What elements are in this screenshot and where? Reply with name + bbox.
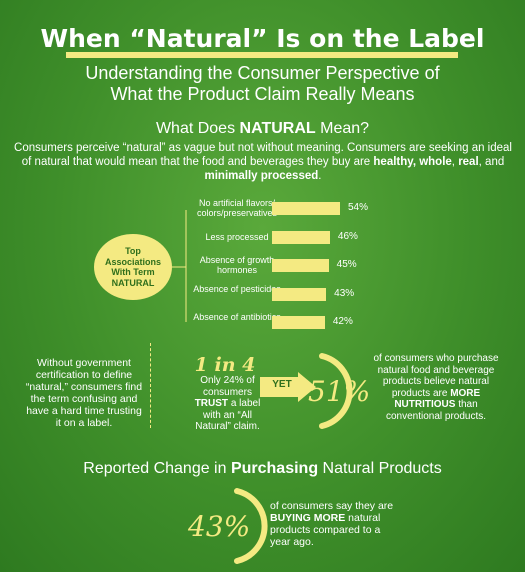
badge-line: Associations xyxy=(104,256,162,267)
section-heading-purchasing: Reported Change in Purchasing Natural Pr… xyxy=(0,460,525,478)
badge-connectors xyxy=(172,210,187,322)
bar xyxy=(272,202,340,215)
trust-text: Only 24% of consumers TRUST a label with… xyxy=(185,375,270,433)
badge-line: With Term xyxy=(111,267,155,277)
heading-text: What Does xyxy=(155,120,240,137)
subtitle-line-1: Understanding the Consumer Perspective o… xyxy=(85,63,440,83)
buying-more-note: of consumers say they are BUYING MORE na… xyxy=(270,500,394,548)
bar-value-label: 43% xyxy=(334,287,355,299)
buying-more-percentage: 43% xyxy=(188,510,251,543)
bar xyxy=(272,287,327,301)
heading-bold: NATURAL xyxy=(239,120,316,137)
title-highlight xyxy=(66,52,458,58)
heading-text: Reported Change in xyxy=(83,460,231,477)
trust-text-bold: TRUST xyxy=(194,398,229,409)
heading-bold: Purchasing xyxy=(230,460,319,477)
nutritious-note: of consumers who purchase natural food a… xyxy=(370,353,502,422)
pct-arc-43 xyxy=(234,488,268,564)
pct-arc-51 xyxy=(319,353,353,429)
buying-text: natural products compared to a year ago. xyxy=(270,512,381,548)
nutritious-text: of consumers who purchase natural food a… xyxy=(373,353,499,399)
buying-text: of consumers say they are xyxy=(270,500,394,512)
buying-bold: BUYING MORE xyxy=(270,512,346,524)
bar-value-label: 46% xyxy=(337,230,358,242)
badge-line: Top xyxy=(125,246,141,256)
intro-text: . xyxy=(318,170,322,182)
page-subtitle: Understanding the Consumer Perspective o… xyxy=(0,63,525,105)
heading-text: Mean? xyxy=(315,120,370,137)
yet-arrow-icon xyxy=(260,372,316,402)
nutritious-text: than conventional products. xyxy=(385,399,487,422)
one-in-four-stat: 1 in 4 xyxy=(194,354,256,376)
dashed-divider xyxy=(150,343,155,428)
bar xyxy=(272,259,329,272)
bar-value-label: 54% xyxy=(348,202,369,213)
nutritious-bold: MORE NUTRITIOUS xyxy=(394,387,481,411)
intro-text: , xyxy=(451,156,459,168)
badge-line: NATURAL xyxy=(111,277,155,288)
yet-label: YET xyxy=(272,379,292,390)
nutritious-percentage: 51% xyxy=(308,375,371,408)
intro-text: Consumers perceive “natural” as vague bu… xyxy=(14,142,512,168)
certification-note: Without government certification to defi… xyxy=(25,357,143,429)
bar-value-label: 42% xyxy=(332,316,353,327)
intro-paragraph: Consumers perceive “natural” as vague bu… xyxy=(14,141,512,183)
intro-bold: minimally processed xyxy=(204,170,319,182)
bar xyxy=(272,316,325,329)
section-heading-meaning: What Does NATURAL Mean? xyxy=(0,120,525,138)
bar-value-label: 45% xyxy=(336,259,357,270)
heading-text: Natural Products xyxy=(318,460,442,477)
subtitle-line-2: What the Product Claim Really Means xyxy=(110,84,415,104)
page-title: When “Natural” Is on the Label xyxy=(40,24,485,53)
trust-text-part: a label with an “All Natural” claim. xyxy=(195,398,261,432)
intro-bold: real xyxy=(458,156,479,168)
trust-text-part: Only 24% of consumers xyxy=(200,375,255,398)
top-associations-badge: Top Associations With Term NATURAL xyxy=(94,234,172,300)
bar xyxy=(272,230,330,244)
intro-text: , and xyxy=(478,156,505,168)
intro-bold: healthy, whole xyxy=(373,156,452,168)
